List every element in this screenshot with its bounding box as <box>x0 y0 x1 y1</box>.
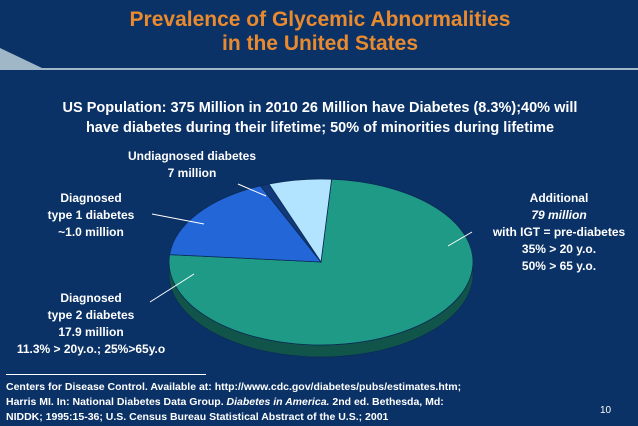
reference-line-2-end: 2nd ed. Bethesda, Md: <box>329 396 444 408</box>
reference-book-title: Diabetes in America. <box>226 396 330 408</box>
label-igt-line-1: Additional <box>529 191 589 205</box>
label-igt-line-4: 35% > 20 y.o. <box>521 242 597 256</box>
title-divider <box>0 68 638 70</box>
slide-title-line-2: in the United States <box>221 32 419 55</box>
label-igt-line-2: 79 million <box>531 208 587 222</box>
slide-subtitle: US Population: 375 Million in 2010 26 Mi… <box>6 98 634 138</box>
label-undiagnosed-line-1: Undiagnosed diabetes <box>127 149 257 163</box>
leader-line-type2 <box>149 273 195 303</box>
references: Centers for Disease Control. Available a… <box>6 380 586 425</box>
subtitle-line-2: have diabetes during their lifetime; 50%… <box>85 120 555 136</box>
leader-line-type1 <box>151 213 205 225</box>
decorative-corner-shape <box>0 48 42 68</box>
label-type1-line-2: type 1 diabetes <box>47 208 135 222</box>
label-type2-line-2: type 2 diabetes <box>47 308 135 322</box>
reference-line-3: NIDDK; 1995:15-36; U.S. Census Bureau St… <box>6 411 389 423</box>
subtitle-line-1: US Population: 375 Million in 2010 26 Mi… <box>62 100 578 116</box>
label-type2: Diagnosed type 2 diabetes 17.9 million 1… <box>6 290 176 358</box>
leader-line-undiagnosed <box>237 183 267 197</box>
slide-title-line-1: Prevalence of Glycemic Abnormalities <box>129 8 511 31</box>
reference-line-2: Harris MI. In: National Diabetes Data Gr… <box>6 395 586 410</box>
label-igt-line-3: with IGT = pre-diabetes <box>492 225 626 239</box>
label-type2-line-1: Diagnosed <box>60 291 122 305</box>
pie-slice-undiagnosed <box>268 178 333 264</box>
label-type1: Diagnosed type 1 diabetes ~1.0 million <box>26 190 156 241</box>
leader-line-igt <box>447 231 473 247</box>
slide-title: Prevalence of Glycemic Abnormalities in … <box>60 8 580 56</box>
reference-line-1: Centers for Disease Control. Available a… <box>6 381 462 393</box>
page-number: 10 <box>600 405 612 416</box>
reference-line-2-start: Harris MI. In: National Diabetes Data Gr… <box>6 396 227 408</box>
label-type1-line-3: ~1.0 million <box>58 225 124 239</box>
label-type2-line-3: 17.9 million <box>58 325 124 339</box>
label-igt-line-5: 50% > 65 y.o. <box>521 259 597 273</box>
pie-slice-type2 <box>169 185 322 263</box>
label-type2-line-4: 11.3% > 20y.o.; 25%>65y.o <box>16 342 166 356</box>
label-undiagnosed-line-2: 7 million <box>167 166 217 180</box>
label-undiagnosed: Undiagnosed diabetes 7 million <box>122 148 262 182</box>
label-type1-line-1: Diagnosed <box>60 191 122 205</box>
references-divider <box>6 374 206 375</box>
label-igt: Additional 79 million with IGT = pre-dia… <box>484 190 634 275</box>
